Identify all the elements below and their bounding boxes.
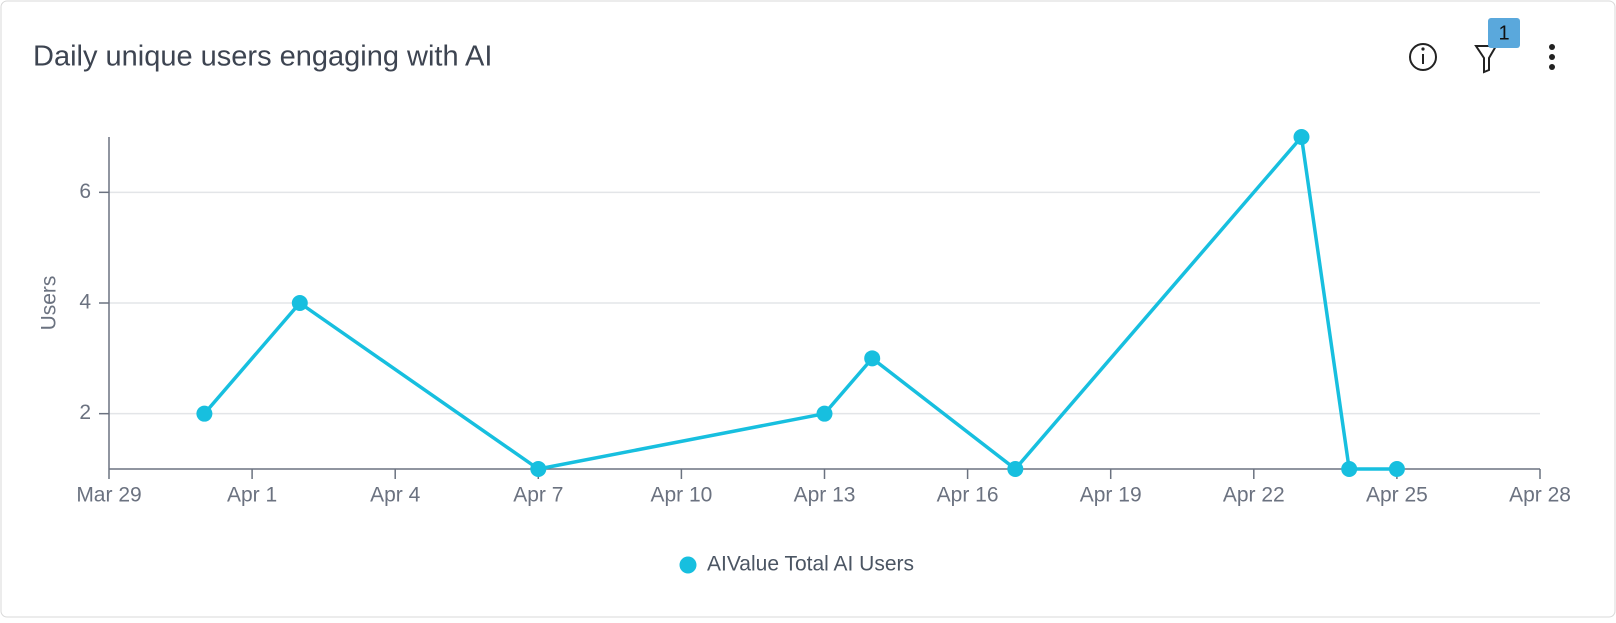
legend-label: AIValue Total AI Users [707,553,914,576]
y-tick-label: 4 [79,291,91,314]
data-point [1007,461,1024,477]
data-point [291,295,308,311]
x-tick-label: Apr 25 [1366,484,1428,507]
x-tick-label: Apr 28 [1509,484,1571,507]
data-point [1341,461,1358,477]
x-tick-label: Apr 19 [1080,484,1142,507]
y-axis-label: Users [38,276,61,331]
x-tick-label: Apr 13 [794,484,856,507]
x-tick-label: Apr 4 [370,484,421,507]
data-point [1388,461,1405,477]
filter-button[interactable]: 1 [1474,18,1520,74]
filter-badge-count: 1 [1498,22,1509,44]
info-button[interactable] [1409,43,1437,71]
data-point [864,350,881,367]
x-tick-label: Apr 10 [650,484,712,507]
data-point [196,405,213,422]
data-point [816,405,833,422]
data-point [1293,129,1310,145]
legend-marker [679,556,697,574]
x-tick-label: Apr 22 [1223,484,1285,507]
x-tick-label: Apr 16 [937,484,999,507]
filter-badge [1488,18,1520,48]
x-tick-label: Apr 1 [227,484,277,507]
y-tick-label: 2 [79,401,91,424]
x-tick-label: Mar 29 [76,484,141,507]
y-tick-label: 6 [79,180,91,203]
data-point [530,461,547,477]
x-tick-label: Apr 7 [513,484,563,507]
more-menu[interactable] [1549,44,1555,70]
chart-title: Daily unique users engaging with AI [33,41,492,73]
